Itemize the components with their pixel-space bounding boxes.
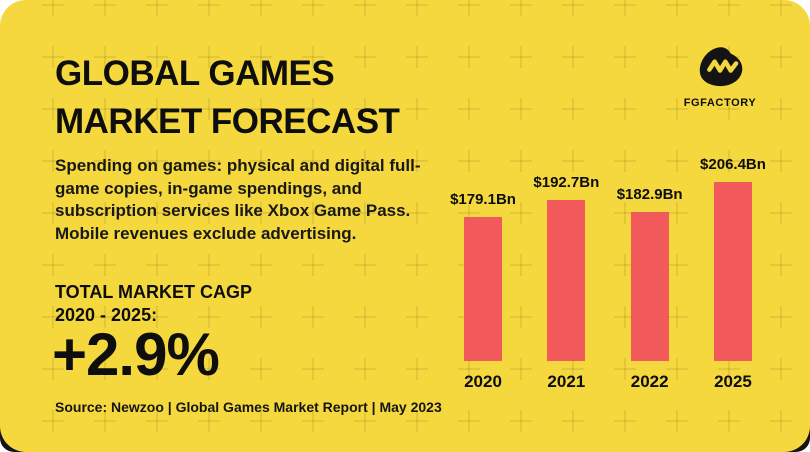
bar-column: $179.1Bn 2020 bbox=[442, 148, 524, 390]
plus-mark bbox=[458, 0, 480, 16]
description-line: game copies, in-game spendings, and bbox=[55, 178, 363, 198]
plus-mark bbox=[562, 46, 584, 68]
bar bbox=[630, 212, 669, 361]
plus-mark bbox=[406, 358, 428, 380]
plus-mark bbox=[250, 254, 272, 276]
monster-blob-icon bbox=[695, 46, 745, 93]
plus-mark bbox=[562, 0, 584, 16]
plus-mark bbox=[406, 254, 428, 276]
plus-mark bbox=[458, 98, 480, 120]
plus-mark bbox=[250, 306, 272, 328]
plus-mark bbox=[354, 254, 376, 276]
page-title: GLOBAL GAMES MARKET FORECAST bbox=[55, 50, 400, 146]
plus-mark bbox=[250, 358, 272, 380]
plus-mark bbox=[562, 98, 584, 120]
description-line: Spending on games: physical and digital … bbox=[55, 156, 421, 175]
plus-mark bbox=[458, 46, 480, 68]
plus-mark bbox=[354, 358, 376, 380]
description-line: subscription services like Xbox Game Pas… bbox=[55, 201, 411, 220]
plus-mark bbox=[770, 46, 792, 68]
plus-mark bbox=[198, 0, 220, 16]
cagr-label: TOTAL MARKET CAGP 2020 - 2025: bbox=[55, 281, 252, 327]
plus-mark bbox=[406, 0, 428, 16]
bar-year-label: 2021 bbox=[547, 372, 586, 391]
plus-mark bbox=[94, 0, 116, 16]
plus-mark bbox=[718, 410, 740, 432]
plus-mark bbox=[42, 0, 64, 16]
bar bbox=[713, 182, 752, 361]
plus-mark bbox=[406, 46, 428, 68]
plus-mark bbox=[354, 306, 376, 328]
plus-mark bbox=[510, 410, 532, 432]
bar-chart: $179.1Bn 2020 $192.7Bn 2021 $182.9Bn 2022 $206… bbox=[442, 148, 774, 390]
plus-mark bbox=[458, 410, 480, 432]
plus-mark bbox=[302, 358, 324, 380]
plus-mark bbox=[562, 410, 584, 432]
plus-mark bbox=[302, 254, 324, 276]
bar-value-label: $179.1Bn bbox=[450, 191, 516, 208]
plus-mark bbox=[198, 254, 220, 276]
page-title-line1: GLOBAL GAMES bbox=[55, 54, 335, 93]
brand-name: FGFACTORY bbox=[683, 97, 757, 109]
bar-year-label: 2025 bbox=[714, 372, 752, 391]
bar-year-label: 2022 bbox=[630, 372, 669, 391]
bar bbox=[464, 217, 502, 361]
plus-mark bbox=[666, 0, 688, 16]
chart-description: Spending on games: physical and digital … bbox=[55, 155, 427, 245]
cagr-label-line1: TOTAL MARKET CAGP bbox=[55, 282, 252, 302]
bar-column: $192.7Bn 2021 bbox=[525, 148, 607, 390]
bar-column: $206.4Bn 2025 bbox=[692, 148, 774, 390]
cagr-label-line2: 2020 - 2025: bbox=[55, 305, 158, 325]
plus-mark bbox=[302, 306, 324, 328]
description-line: Mobile revenues exclude advertising. bbox=[55, 223, 357, 243]
plus-mark bbox=[614, 46, 636, 68]
plus-mark bbox=[94, 254, 116, 276]
plus-mark bbox=[42, 254, 64, 276]
plus-mark bbox=[510, 0, 532, 16]
bar bbox=[547, 200, 586, 361]
plus-mark bbox=[718, 0, 740, 16]
brand-block: FGFACTORY bbox=[672, 46, 768, 109]
bar-value-label: $206.4Bn bbox=[700, 156, 766, 173]
plus-mark bbox=[614, 410, 636, 432]
plus-mark bbox=[666, 410, 688, 432]
cagr-value: +2.9% bbox=[52, 321, 220, 388]
plus-mark bbox=[614, 98, 636, 120]
bar-value-label: $182.9Bn bbox=[616, 186, 683, 203]
plus-mark bbox=[510, 98, 532, 120]
plus-mark bbox=[770, 0, 792, 16]
plus-mark bbox=[614, 0, 636, 16]
plus-mark bbox=[302, 0, 324, 16]
plus-mark bbox=[406, 98, 428, 120]
plus-mark bbox=[406, 306, 428, 328]
plus-mark bbox=[510, 46, 532, 68]
plus-mark bbox=[770, 410, 792, 432]
bar-year-label: 2020 bbox=[464, 372, 502, 391]
plus-mark bbox=[354, 0, 376, 16]
plus-mark bbox=[770, 98, 792, 120]
bar-column: $182.9Bn 2022 bbox=[609, 148, 691, 390]
bar-value-label: $192.7Bn bbox=[533, 174, 600, 191]
plus-mark bbox=[250, 0, 272, 16]
plus-mark bbox=[146, 0, 168, 16]
plus-mark bbox=[146, 254, 168, 276]
page-title-line2: MARKET FORECAST bbox=[55, 102, 400, 141]
source-credit: Source: Newzoo | Global Games Market Rep… bbox=[55, 399, 442, 415]
